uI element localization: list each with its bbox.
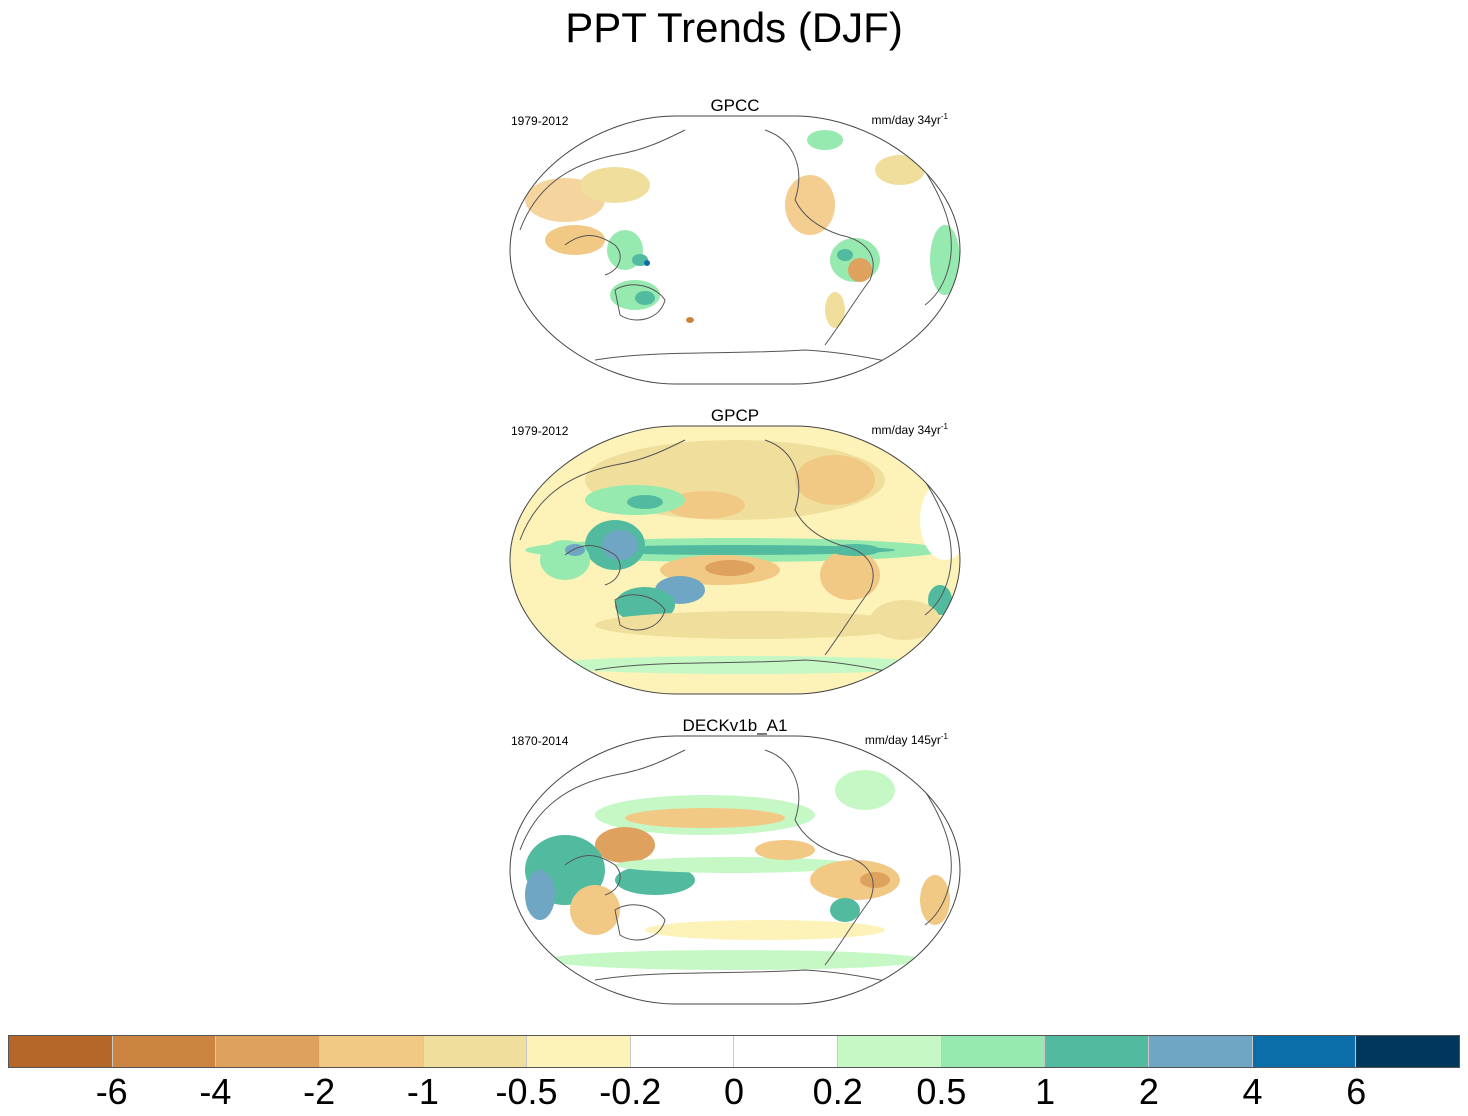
colorbar-box	[630, 1036, 735, 1067]
colorbar-box	[423, 1036, 528, 1067]
colorbar-label: 2	[1138, 1071, 1159, 1112]
world-map-icon	[509, 735, 961, 1005]
panel-units: mm/day 34yr-1	[871, 422, 948, 437]
panel-units: mm/day 34yr-1	[871, 112, 948, 127]
colorbar-label: 6	[1346, 1071, 1367, 1112]
colorbar-box	[1149, 1036, 1253, 1067]
world-map-icon	[509, 425, 961, 695]
colorbar-box	[216, 1036, 320, 1067]
panel-period: 1979-2012	[511, 114, 569, 128]
map-panel-gpcc: GPCC 1979-2012 mm/day 34yr-1	[505, 96, 965, 400]
colorbar-box	[734, 1036, 839, 1067]
colorbar-label: 0	[723, 1071, 745, 1112]
colorbar-label: -2	[303, 1071, 336, 1112]
colorbar-box	[1045, 1036, 1150, 1067]
map-panel-gpcp: GPCP 1979-2012 mm/day 34yr-1	[505, 406, 965, 710]
panel-units: mm/day 145yr-1	[864, 732, 948, 747]
colorbar-label: -6	[95, 1071, 128, 1112]
colorbar-label: 1	[1035, 1071, 1056, 1112]
colorbar-box	[838, 1036, 942, 1067]
colorbar-box	[9, 1036, 113, 1067]
colorbar-label: -0.2	[599, 1071, 662, 1112]
panel-title: GPCP	[710, 406, 760, 425]
colorbar-box	[319, 1036, 424, 1067]
colorbar-box	[941, 1036, 1046, 1067]
figure-title: PPT Trends (DJF)	[565, 4, 903, 51]
colorbar-label: 0.5	[916, 1071, 967, 1112]
world-map-icon	[509, 115, 961, 385]
colorbar-label: -1	[406, 1071, 439, 1112]
panel-title: GPCC	[710, 96, 760, 115]
colorbar-box	[527, 1036, 631, 1067]
colorbar-label: 0.2	[812, 1071, 863, 1112]
colorbar-box	[1252, 1036, 1357, 1067]
colorbar-box	[112, 1036, 217, 1067]
colorbar-label: -4	[199, 1071, 232, 1112]
colorbar-label: -0.5	[495, 1071, 558, 1112]
panel-period: 1870-2014	[511, 734, 569, 748]
colorbar-label: 4	[1242, 1071, 1263, 1112]
colorbar	[8, 1035, 1460, 1068]
colorbar-box	[1356, 1036, 1459, 1067]
panel-title: DECKv1b_A1	[682, 716, 788, 735]
panel-period: 1979-2012	[511, 424, 569, 438]
map-panel-deck: DECKv1b_A1 1870-2014 mm/day 145yr-1	[505, 716, 965, 1020]
